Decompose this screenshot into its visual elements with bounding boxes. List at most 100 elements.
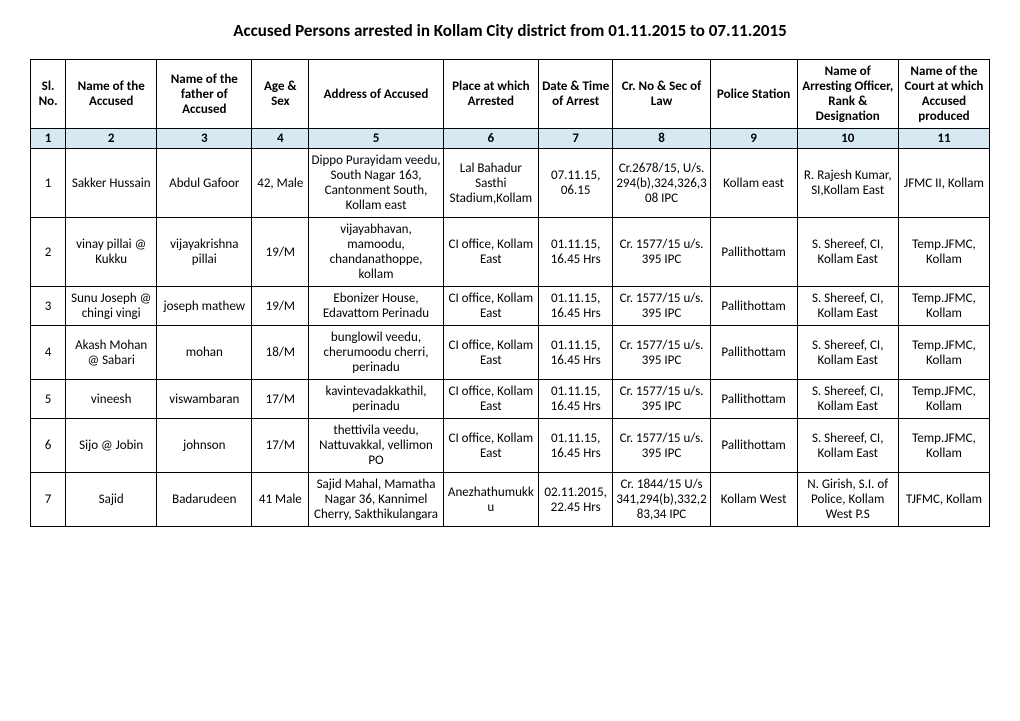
cell-station: Kollam east	[710, 149, 797, 218]
cell-accused: Akash Mohan @ Sabari	[66, 326, 157, 380]
cell-datetime: 01.11.15, 16.45 Hrs	[538, 287, 612, 326]
cell-court: Temp.JFMC, Kollam	[898, 287, 989, 326]
colnum-10: 10	[797, 129, 898, 149]
col-header-place: Place at which Arrested	[443, 60, 538, 129]
cell-sl: 1	[31, 149, 66, 218]
cell-place: CI office, Kollam East	[443, 287, 538, 326]
cell-place: Anezhathumukku	[443, 473, 538, 527]
page-title: Accused Persons arrested in Kollam City …	[30, 20, 990, 41]
colnum-11: 11	[898, 129, 989, 149]
cell-address: thettivila veedu, Nattuvakkal, vellimon …	[309, 419, 443, 473]
cell-place: CI office, Kollam East	[443, 218, 538, 287]
cell-court: Temp.JFMC, Kollam	[898, 218, 989, 287]
cell-datetime: 01.11.15, 16.45 Hrs	[538, 218, 612, 287]
table-row: 4Akash Mohan @ Sabarimohan18/Mbunglowil …	[31, 326, 990, 380]
col-header-crno: Cr. No & Sec of Law	[613, 60, 710, 129]
cell-sl: 2	[31, 218, 66, 287]
cell-crno: Cr.2678/15, U/s. 294(b),324,326,308 IPC	[613, 149, 710, 218]
table-row: 2vinay pillai @ Kukkuvijayakrishna pilla…	[31, 218, 990, 287]
table-row: 1Sakker HussainAbdul Gafoor42, MaleDippo…	[31, 149, 990, 218]
cell-court: TJFMC, Kollam	[898, 473, 989, 527]
colnum-3: 3	[157, 129, 252, 149]
cell-datetime: 01.11.15, 16.45 Hrs	[538, 380, 612, 419]
cell-accused: Sajid	[66, 473, 157, 527]
cell-address: Sajid Mahal, Mamatha Nagar 36, Kannimel …	[309, 473, 443, 527]
accused-table: Sl. No. Name of the Accused Name of the …	[30, 59, 990, 527]
cell-station: Pallithottam	[710, 419, 797, 473]
col-header-age: Age & Sex	[252, 60, 309, 129]
cell-accused: Sijo @ Jobin	[66, 419, 157, 473]
cell-court: Temp.JFMC, Kollam	[898, 326, 989, 380]
cell-officer: S. Shereef, CI, Kollam East	[797, 326, 898, 380]
cell-officer: R. Rajesh Kumar, SI,Kollam East	[797, 149, 898, 218]
cell-crno: Cr. 1577/15 u/s. 395 IPC	[613, 419, 710, 473]
cell-officer: S. Shereef, CI, Kollam East	[797, 419, 898, 473]
col-header-datetime: Date & Time of Arrest	[538, 60, 612, 129]
cell-station: Pallithottam	[710, 287, 797, 326]
cell-father: mohan	[157, 326, 252, 380]
cell-accused: vinay pillai @ Kukku	[66, 218, 157, 287]
cell-age: 17/M	[252, 419, 309, 473]
cell-address: Ebonizer House, Edavattom Perinadu	[309, 287, 443, 326]
col-header-address: Address of Accused	[309, 60, 443, 129]
cell-station: Pallithottam	[710, 326, 797, 380]
cell-crno: Cr. 1577/15 u/s. 395 IPC	[613, 218, 710, 287]
cell-court: Temp.JFMC, Kollam	[898, 380, 989, 419]
cell-age: 19/M	[252, 287, 309, 326]
colnum-5: 5	[309, 129, 443, 149]
cell-crno: Cr. 1577/15 u/s. 395 IPC	[613, 380, 710, 419]
cell-sl: 6	[31, 419, 66, 473]
cell-accused: Sakker Hussain	[66, 149, 157, 218]
cell-age: 18/M	[252, 326, 309, 380]
cell-datetime: 07.11.15, 06.15	[538, 149, 612, 218]
cell-crno: Cr. 1844/15 U/s 341,294(b),332,283,34 IP…	[613, 473, 710, 527]
colnum-7: 7	[538, 129, 612, 149]
cell-place: CI office, Kollam East	[443, 326, 538, 380]
cell-age: 17/M	[252, 380, 309, 419]
colnum-2: 2	[66, 129, 157, 149]
cell-address: Dippo Purayidam veedu, South Nagar 163, …	[309, 149, 443, 218]
cell-place: CI office, Kollam East	[443, 380, 538, 419]
col-header-father: Name of the father of Accused	[157, 60, 252, 129]
cell-sl: 4	[31, 326, 66, 380]
cell-accused: Sunu Joseph @ chingi vingi	[66, 287, 157, 326]
colnum-6: 6	[443, 129, 538, 149]
cell-officer: S. Shereef, CI, Kollam East	[797, 380, 898, 419]
cell-station: Kollam West	[710, 473, 797, 527]
cell-father: joseph mathew	[157, 287, 252, 326]
cell-crno: Cr. 1577/15 u/s. 395 IPC	[613, 287, 710, 326]
cell-father: viswambaran	[157, 380, 252, 419]
cell-officer: S. Shereef, CI, Kollam East	[797, 218, 898, 287]
cell-age: 42, Male	[252, 149, 309, 218]
cell-address: vijayabhavan, mamoodu, chandanathoppe, k…	[309, 218, 443, 287]
cell-sl: 5	[31, 380, 66, 419]
cell-datetime: 01.11.15, 16.45 Hrs	[538, 419, 612, 473]
cell-datetime: 01.11.15, 16.45 Hrs	[538, 326, 612, 380]
cell-station: Pallithottam	[710, 380, 797, 419]
cell-father: vijayakrishna pillai	[157, 218, 252, 287]
cell-father: Abdul Gafoor	[157, 149, 252, 218]
cell-accused: vineesh	[66, 380, 157, 419]
cell-crno: Cr. 1577/15 u/s. 395 IPC	[613, 326, 710, 380]
cell-court: JFMC II, Kollam	[898, 149, 989, 218]
colnum-4: 4	[252, 129, 309, 149]
col-header-officer: Name of Arresting Officer, Rank & Design…	[797, 60, 898, 129]
cell-address: kavintevadakkathil, perinadu	[309, 380, 443, 419]
cell-station: Pallithottam	[710, 218, 797, 287]
table-row: 7SajidBadarudeen41 MaleSajid Mahal, Mama…	[31, 473, 990, 527]
col-header-station: Police Station	[710, 60, 797, 129]
table-header-row: Sl. No. Name of the Accused Name of the …	[31, 60, 990, 129]
cell-age: 41 Male	[252, 473, 309, 527]
cell-age: 19/M	[252, 218, 309, 287]
cell-address: bunglowil veedu, cherumoodu cherri, peri…	[309, 326, 443, 380]
cell-place: Lal Bahadur Sasthi Stadium,Kollam	[443, 149, 538, 218]
cell-father: johnson	[157, 419, 252, 473]
colnum-8: 8	[613, 129, 710, 149]
cell-court: Temp.JFMC, Kollam	[898, 419, 989, 473]
cell-sl: 7	[31, 473, 66, 527]
cell-officer: S. Shereef, CI, Kollam East	[797, 287, 898, 326]
cell-datetime: 02.11.2015, 22.45 Hrs	[538, 473, 612, 527]
cell-sl: 3	[31, 287, 66, 326]
table-number-row: 1 2 3 4 5 6 7 8 9 10 11	[31, 129, 990, 149]
table-row: 3Sunu Joseph @ chingi vingijoseph mathew…	[31, 287, 990, 326]
